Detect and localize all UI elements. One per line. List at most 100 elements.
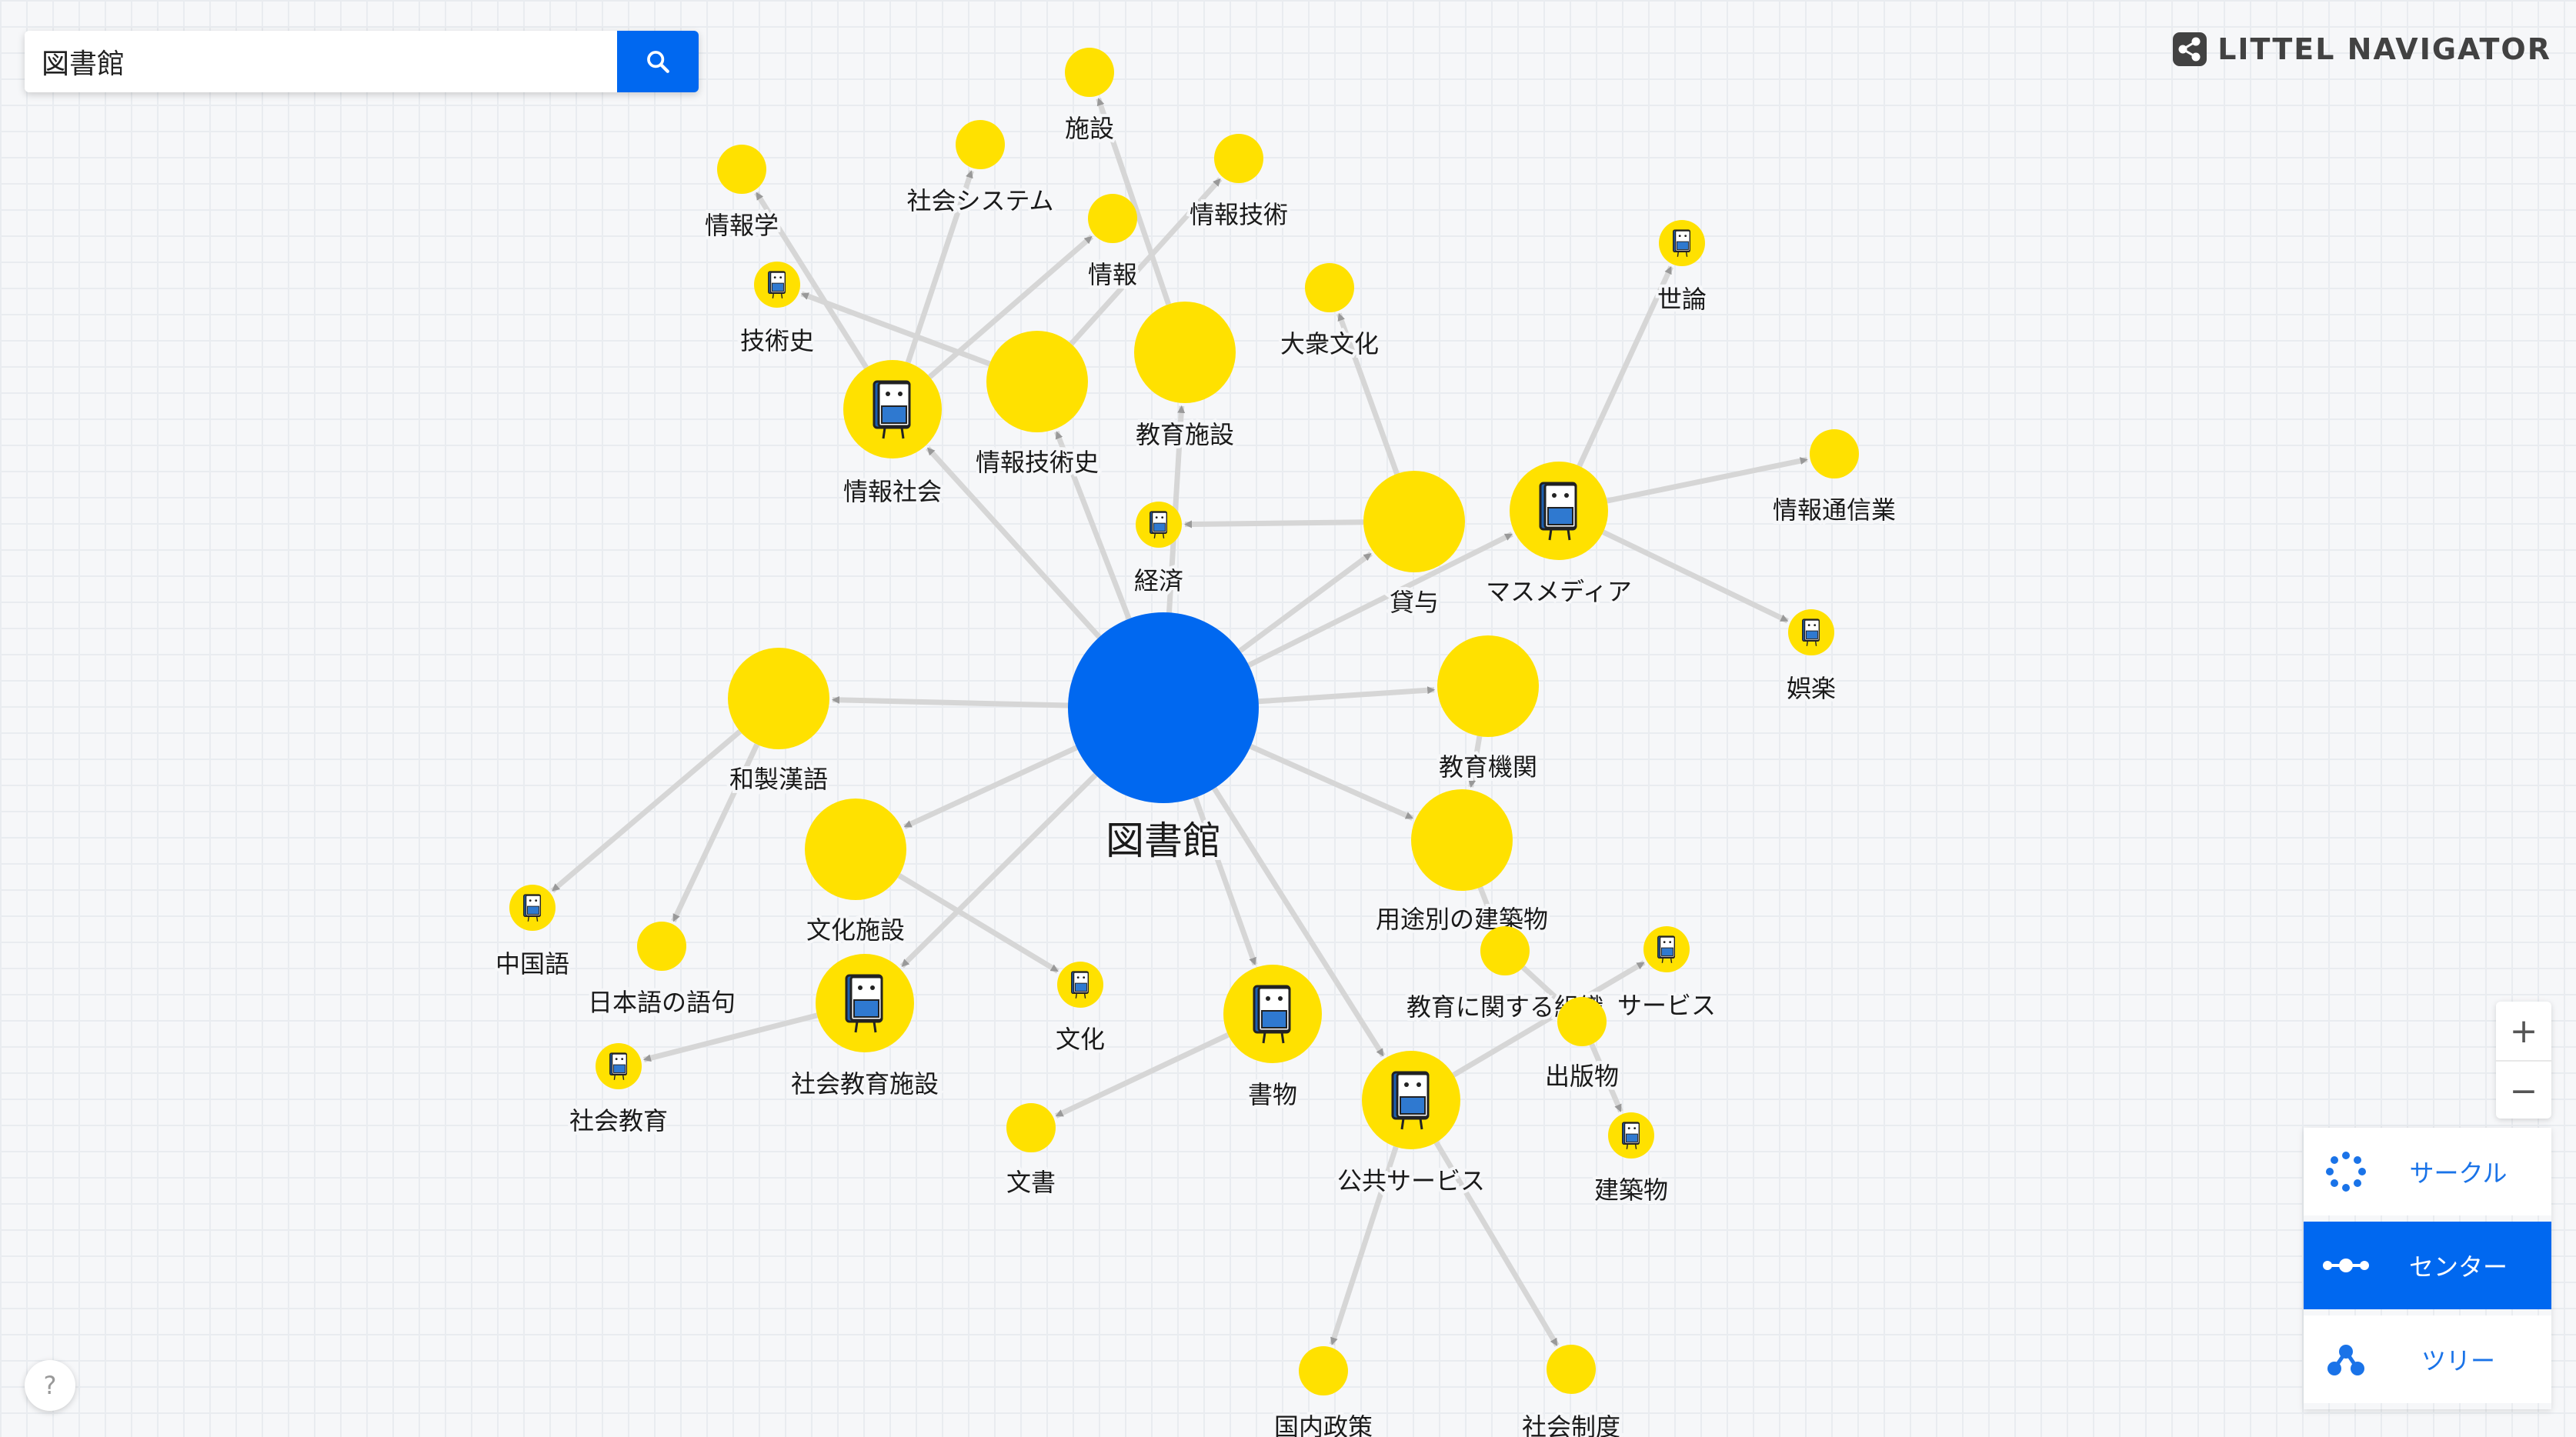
graph-node[interactable]: 書物	[1223, 965, 1322, 1112]
mode-center-button[interactable]: センター	[2304, 1222, 2551, 1309]
graph-node[interactable]: 文書	[1003, 1103, 1059, 1200]
graph-node[interactable]: 教育施設	[1133, 302, 1237, 452]
tree-icon	[2304, 1342, 2388, 1376]
graph-node[interactable]: 情報社会	[840, 360, 945, 509]
brand-logo: LITTEL NAVIGATOR	[2173, 32, 2551, 66]
graph-node[interactable]: 大衆文化	[1277, 263, 1382, 362]
graph-node[interactable]: 社会教育施設	[788, 954, 942, 1102]
mode-tree-button[interactable]: ツリー	[2304, 1315, 2551, 1403]
search-icon	[647, 51, 669, 73]
node-label: 日本語の語句	[588, 988, 736, 1017]
graph-node[interactable]: 文化施設	[803, 799, 908, 948]
brand-name: LITTEL NAVIGATOR	[2217, 32, 2551, 66]
node-label: 用途別の建築物	[1376, 905, 1548, 934]
graph-node[interactable]: 社会システム	[903, 120, 1057, 218]
graph-node[interactable]: 貸与	[1363, 471, 1465, 620]
graph-node[interactable]: 社会制度	[1519, 1345, 1623, 1437]
node-label: 公共サービス	[1337, 1166, 1485, 1195]
graph-node[interactable]: 教育機関	[1436, 635, 1540, 785]
zoom-out-button[interactable]: −	[2496, 1060, 2551, 1120]
graph-node[interactable]: 情報	[1085, 194, 1140, 292]
graph-node[interactable]: 和製漢語	[726, 648, 831, 797]
book-mascot-icon	[1802, 618, 1820, 646]
graph-node[interactable]: 技術史	[737, 262, 817, 358]
book-mascot-icon	[1391, 1071, 1430, 1130]
node-circle[interactable]	[1480, 926, 1530, 975]
graph-node[interactable]: 施設	[1062, 48, 1117, 146]
graph-node[interactable]: 情報通信業	[1770, 429, 1899, 528]
graph-node[interactable]: 娯楽	[1784, 609, 1839, 706]
mode-circle-button[interactable]: サークル	[2304, 1128, 2551, 1215]
node-label: マスメディア	[1486, 577, 1632, 606]
node-label: 社会システム	[906, 186, 1053, 215]
edge-n30-n32	[1329, 1145, 1399, 1345]
book-mascot-icon	[1673, 229, 1691, 257]
center-node-circle[interactable]	[1068, 612, 1259, 803]
node-circle[interactable]	[1810, 429, 1859, 478]
search-input[interactable]	[25, 31, 617, 92]
search-button[interactable]	[617, 31, 699, 92]
edge-n13-n10	[1577, 265, 1673, 468]
graph-node[interactable]: 社会教育	[566, 1043, 671, 1139]
book-mascot-icon	[873, 380, 911, 439]
node-circle[interactable]	[637, 922, 686, 971]
graph-node[interactable]: 文化	[1053, 962, 1108, 1057]
graph-node[interactable]: 情報技術	[1186, 134, 1291, 232]
graph-node[interactable]: 用途別の建築物	[1373, 789, 1551, 937]
center-node[interactable]: 図書館	[1068, 612, 1259, 866]
edge-n27-n31	[1589, 1042, 1623, 1113]
search-bar	[25, 31, 699, 92]
graph-node[interactable]: サービス	[1614, 926, 1719, 1023]
node-circle[interactable]	[1214, 134, 1263, 183]
graph-node[interactable]: 世論	[1654, 220, 1710, 317]
graph-node[interactable]: 国内政策	[1271, 1346, 1376, 1437]
graph-node[interactable]: 建築物	[1591, 1112, 1671, 1208]
mode-center-label: センター	[2408, 1252, 2508, 1282]
node-circle[interactable]	[1437, 635, 1539, 737]
node-label: 書物	[1248, 1080, 1297, 1109]
graph-node[interactable]: 出版物	[1542, 997, 1622, 1094]
node-label: 社会制度	[1522, 1412, 1620, 1437]
node-circle[interactable]	[1299, 1346, 1348, 1395]
node-label: 教育機関	[1439, 752, 1537, 782]
node-circle[interactable]	[1547, 1345, 1596, 1394]
zoom-controls: + −	[2496, 1002, 2551, 1119]
node-circle[interactable]	[1305, 263, 1354, 312]
node-circle[interactable]	[1134, 302, 1236, 403]
node-circle[interactable]	[1065, 48, 1114, 97]
node-circle[interactable]	[986, 331, 1088, 432]
edge-c-n19	[1249, 744, 1414, 821]
book-mascot-icon	[1622, 1122, 1640, 1149]
edge-n25-n27	[1521, 965, 1563, 1005]
edge-n16-n20	[550, 729, 742, 893]
node-circle[interactable]	[956, 120, 1005, 169]
zoom-in-button[interactable]: +	[2509, 1011, 2538, 1051]
share-logo-icon	[2173, 32, 2207, 66]
edge-n13-n14	[1606, 456, 1808, 504]
graph-node[interactable]: マスメディア	[1483, 462, 1635, 609]
node-label: 建築物	[1594, 1175, 1668, 1205]
node-circle[interactable]	[1363, 471, 1465, 572]
edge-n17-n19	[1468, 735, 1483, 788]
node-circle[interactable]	[728, 648, 829, 749]
node-circle[interactable]	[717, 145, 766, 194]
graph-node[interactable]: 公共サービス	[1334, 1051, 1488, 1199]
edge-n6-n1	[905, 170, 974, 364]
help-button[interactable]: ?	[25, 1360, 75, 1411]
node-circle[interactable]	[1088, 194, 1137, 243]
node-label: 世論	[1657, 285, 1707, 314]
graph-node[interactable]: 日本語の語句	[585, 922, 739, 1020]
graph-node[interactable]: 経済	[1131, 502, 1186, 598]
edge-c-n17	[1258, 686, 1436, 705]
book-mascot-icon	[1150, 511, 1168, 538]
node-circle[interactable]	[1006, 1103, 1056, 1152]
edge-n30-n26	[1452, 960, 1646, 1078]
graph-node[interactable]: 中国語	[492, 885, 572, 982]
graph-node[interactable]: 情報技術史	[973, 331, 1102, 480]
edge-c-n12	[1238, 551, 1373, 653]
node-circle[interactable]	[1411, 789, 1513, 891]
node-circle[interactable]	[805, 799, 906, 900]
node-circle[interactable]	[1557, 997, 1607, 1046]
graph-node[interactable]: 情報学	[702, 145, 782, 243]
